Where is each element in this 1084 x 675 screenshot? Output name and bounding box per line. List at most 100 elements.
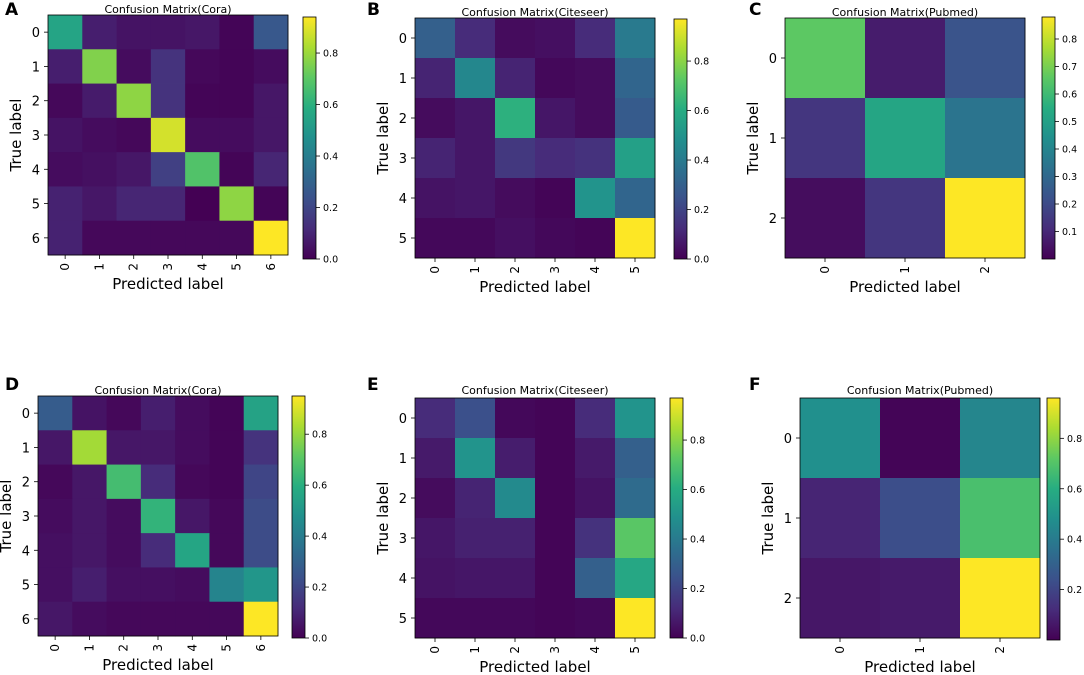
heatmap-cell bbox=[72, 396, 107, 431]
heatmap-cell bbox=[615, 58, 656, 99]
heatmap-cell bbox=[116, 15, 152, 50]
colorbar-tick-label: 0.0 bbox=[323, 255, 338, 266]
y-tick-label: 2 bbox=[32, 95, 40, 110]
x-axis-label: Predicted label bbox=[102, 656, 213, 674]
heatmap-cell bbox=[495, 558, 536, 599]
heatmap-cell bbox=[415, 18, 456, 59]
x-axis-label: Predicted label bbox=[479, 278, 590, 296]
x-tick-label: 0 bbox=[58, 263, 72, 271]
heatmap-cell bbox=[495, 218, 536, 259]
heatmap-cell bbox=[116, 117, 152, 153]
heatmap-cell bbox=[253, 220, 289, 256]
panel-letter: F bbox=[749, 375, 761, 395]
colorbar-tick-label: 0.6 bbox=[690, 485, 705, 496]
y-tick-label: 1 bbox=[399, 72, 407, 87]
heatmap-cell bbox=[575, 398, 616, 439]
heatmap-cell bbox=[72, 601, 107, 637]
heatmap-cell bbox=[253, 49, 289, 84]
y-axis-label: True label bbox=[744, 102, 762, 176]
y-tick-label: 2 bbox=[784, 592, 792, 607]
heatmap-frame bbox=[414, 17, 656, 259]
x-tick-label: 2 bbox=[978, 266, 992, 274]
heatmap-cell bbox=[175, 498, 210, 534]
x-tick-label: 1 bbox=[468, 646, 482, 654]
heatmap-cell bbox=[615, 398, 656, 439]
heatmap-cell bbox=[140, 533, 176, 568]
heatmap-cell bbox=[495, 438, 536, 479]
colorbar-tick-label: 0.2 bbox=[1067, 585, 1082, 596]
heatmap-cell bbox=[38, 533, 73, 568]
x-tick-label: 5 bbox=[230, 263, 244, 271]
x-tick-label: 6 bbox=[254, 644, 268, 652]
colorbar-tick-label: 0.6 bbox=[1067, 484, 1082, 495]
heatmap-cell bbox=[48, 49, 83, 84]
x-tick-label: 2 bbox=[127, 263, 141, 271]
heatmap-cell bbox=[219, 152, 255, 187]
heatmap-cell bbox=[535, 558, 576, 599]
colorbar-tick-label: 0.4 bbox=[323, 152, 338, 163]
heatmap-cell bbox=[455, 598, 496, 639]
colorbar-tick-label: 0.4 bbox=[312, 532, 327, 543]
x-tick-label: 0 bbox=[428, 646, 442, 654]
x-tick-label: 2 bbox=[508, 646, 522, 654]
heatmap-cell bbox=[150, 49, 186, 84]
heatmap-cell bbox=[615, 98, 656, 139]
heatmap-cell bbox=[495, 518, 536, 559]
heatmap-cell bbox=[106, 533, 142, 568]
x-tick-label: 0 bbox=[48, 644, 62, 652]
y-tick-label: 4 bbox=[32, 163, 40, 178]
colorbar-tick-label: 0.4 bbox=[690, 535, 705, 546]
heatmap-cell bbox=[535, 398, 576, 439]
y-tick-label: 5 bbox=[399, 232, 407, 247]
colorbar-tick-label: 0.6 bbox=[694, 106, 709, 117]
heatmap-cell bbox=[253, 83, 289, 119]
y-tick-label: 0 bbox=[399, 412, 407, 427]
x-tick-label: 6 bbox=[264, 263, 278, 271]
heatmap-cell bbox=[209, 430, 245, 465]
heatmap-cell bbox=[785, 98, 866, 179]
heatmap-cell bbox=[243, 396, 279, 431]
colorbar-tick-label: 0.0 bbox=[312, 634, 327, 645]
heatmap-cell bbox=[140, 601, 176, 637]
heatmap-cell bbox=[865, 18, 946, 99]
heatmap-cell bbox=[116, 152, 152, 187]
heatmap-cell bbox=[48, 186, 83, 222]
heatmap-cell bbox=[865, 178, 946, 259]
heatmap-cell bbox=[209, 396, 245, 431]
colorbar bbox=[669, 397, 684, 639]
heatmap-cell bbox=[38, 396, 73, 431]
heatmap-cell bbox=[455, 178, 496, 219]
heatmap-cell bbox=[945, 98, 1026, 179]
heatmap-cell bbox=[106, 430, 142, 465]
heatmap-cell bbox=[880, 558, 961, 639]
heatmap-cell bbox=[455, 138, 496, 179]
heatmap-cell bbox=[455, 398, 496, 439]
y-tick-label: 5 bbox=[32, 198, 40, 213]
y-tick-label: 2 bbox=[399, 492, 407, 507]
heatmap-cell bbox=[82, 186, 117, 222]
heatmap-cell bbox=[575, 438, 616, 479]
y-axis-label: True label bbox=[374, 102, 392, 176]
y-tick-label: 4 bbox=[399, 572, 407, 587]
heatmap-cell bbox=[575, 138, 616, 179]
y-tick-label: 4 bbox=[399, 192, 407, 207]
heatmap-cell bbox=[415, 438, 456, 479]
heatmap-cell bbox=[785, 178, 866, 259]
heatmap-cell bbox=[219, 49, 255, 84]
heatmap-cell bbox=[185, 117, 220, 153]
colorbar-tick-label: 0.1 bbox=[1062, 227, 1077, 238]
heatmap-cell bbox=[415, 178, 456, 219]
colorbar bbox=[291, 395, 306, 639]
heatmap-cell bbox=[535, 218, 576, 259]
heatmap-cell bbox=[150, 220, 186, 256]
colorbar bbox=[302, 16, 317, 260]
heatmap-cell bbox=[150, 83, 186, 119]
y-tick-label: 0 bbox=[32, 26, 40, 41]
heatmap-cell bbox=[455, 518, 496, 559]
y-tick-label: 1 bbox=[22, 441, 30, 456]
heatmap-cell bbox=[38, 567, 73, 603]
colorbar-tick-label: 0.4 bbox=[1067, 535, 1082, 546]
heatmap-cell bbox=[140, 464, 176, 500]
heatmap-cell bbox=[48, 83, 83, 119]
x-tick-label: 5 bbox=[628, 266, 642, 274]
